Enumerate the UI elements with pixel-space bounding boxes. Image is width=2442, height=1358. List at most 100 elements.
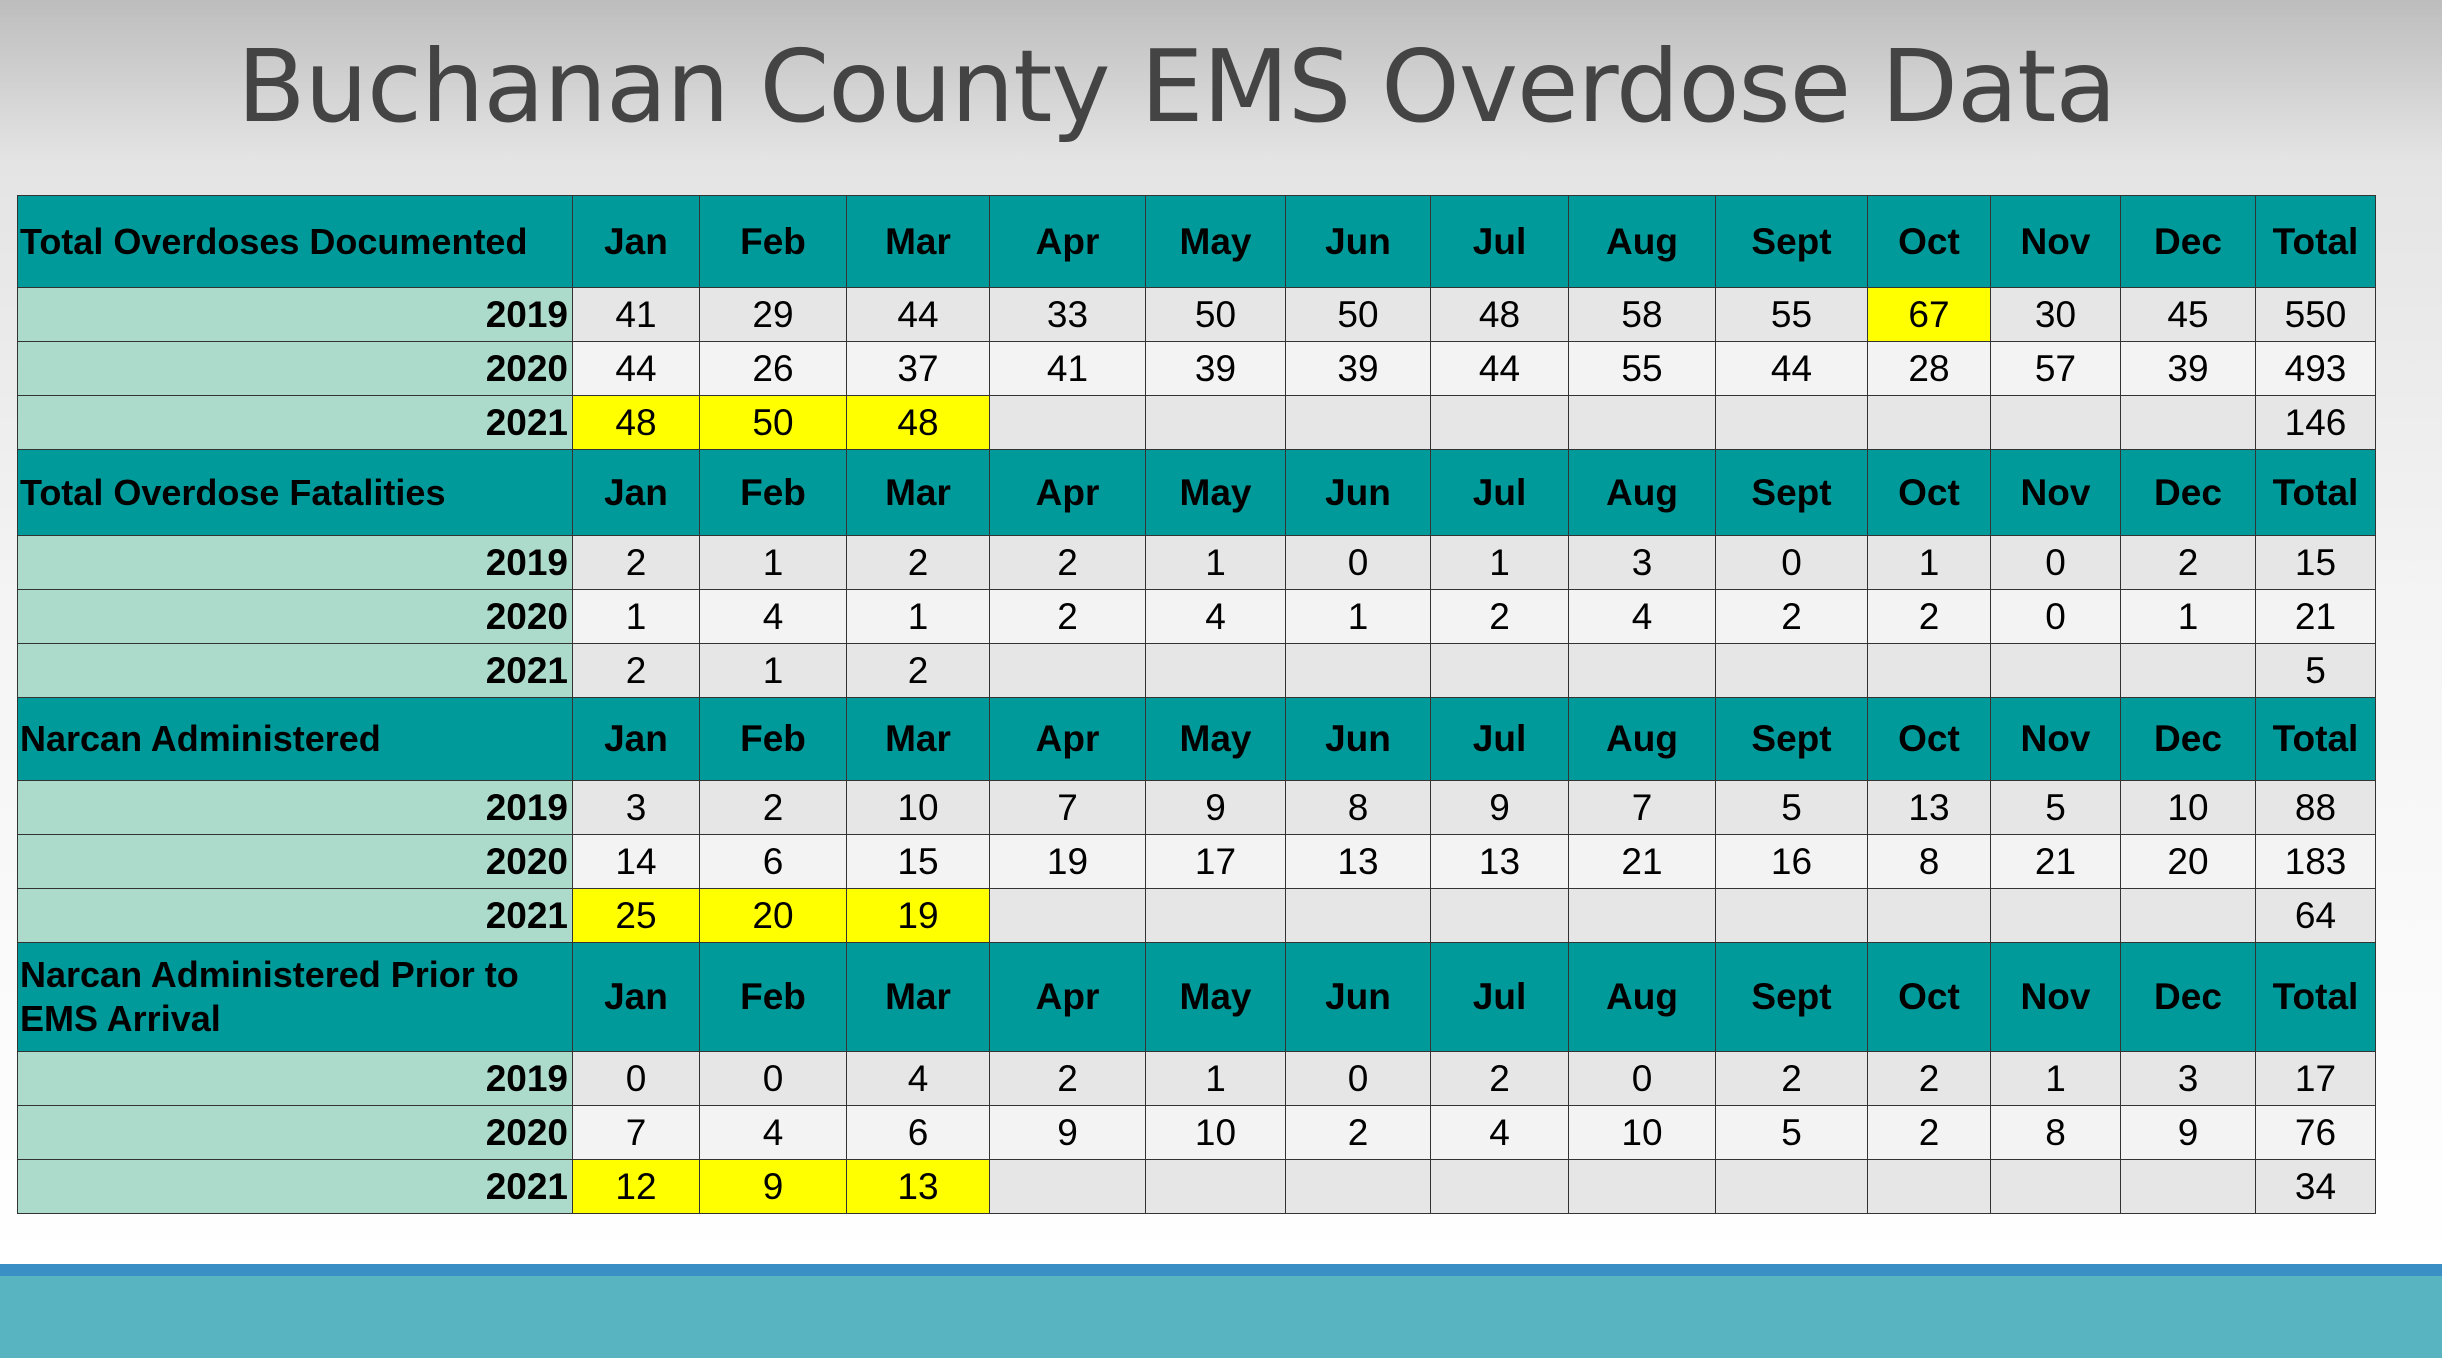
value-cell: 0 <box>1285 535 1431 590</box>
column-header: Dec <box>2120 449 2256 536</box>
section-label: Narcan Administered Prior to EMS Arrival <box>17 942 573 1052</box>
empty-cell <box>1568 395 1716 450</box>
value-cell: 9 <box>1430 780 1569 835</box>
value-cell: 2 <box>1715 1051 1868 1106</box>
empty-cell <box>1990 643 2121 698</box>
value-cell: 6 <box>846 1105 990 1160</box>
value-cell: 41 <box>989 341 1146 396</box>
value-cell: 39 <box>1145 341 1286 396</box>
footer-line <box>0 1264 2442 1276</box>
empty-cell <box>1145 395 1286 450</box>
value-cell: 0 <box>572 1051 700 1106</box>
year-cell: 2021 <box>17 1159 573 1214</box>
empty-cell <box>1990 888 2121 943</box>
empty-cell <box>1430 888 1569 943</box>
empty-cell <box>1285 1159 1431 1214</box>
year-cell: 2019 <box>17 535 573 590</box>
empty-cell <box>1430 1159 1569 1214</box>
column-header: Apr <box>989 697 1146 781</box>
column-header: Aug <box>1568 449 1716 536</box>
column-header: Jan <box>572 449 700 536</box>
value-cell: 17 <box>1145 834 1286 889</box>
section-header: Narcan Administered Prior to EMS Arrival… <box>17 942 2376 1052</box>
data-row: 2020 14 6 15 19 17 13 13 21 16 8 21 20 183 <box>17 834 2376 889</box>
column-header: Sept <box>1715 697 1868 781</box>
year-cell: 2019 <box>17 287 573 342</box>
column-header: Dec <box>2120 942 2256 1052</box>
value-cell: 1 <box>2120 589 2256 644</box>
slide-title: Buchanan County EMS Overdose Data <box>237 28 2117 145</box>
column-header: Oct <box>1867 942 1991 1052</box>
value-cell: 12 <box>572 1159 700 1214</box>
empty-cell <box>1867 888 1991 943</box>
column-header: Oct <box>1867 195 1991 288</box>
value-cell: 2 <box>1867 1105 1991 1160</box>
value-cell: 48 <box>572 395 700 450</box>
column-header: Sept <box>1715 942 1868 1052</box>
column-header: Jan <box>572 697 700 781</box>
empty-cell <box>1990 395 2121 450</box>
year-cell: 2019 <box>17 780 573 835</box>
empty-cell <box>989 643 1146 698</box>
year-cell: 2021 <box>17 395 573 450</box>
column-header: Mar <box>846 449 990 536</box>
column-header: Nov <box>1990 195 2121 288</box>
value-cell: 57 <box>1990 341 2121 396</box>
total-cell: 146 <box>2255 395 2376 450</box>
overdose-table: Total Overdoses Documented Jan Feb Mar Apr Ma… <box>17 195 2376 1214</box>
column-header: Aug <box>1568 942 1716 1052</box>
empty-cell <box>1430 643 1569 698</box>
column-header: Mar <box>846 697 990 781</box>
data-row: 2021 2 1 2 5 <box>17 643 2376 698</box>
column-header: Aug <box>1568 697 1716 781</box>
column-header: Apr <box>989 449 1146 536</box>
total-cell: 550 <box>2255 287 2376 342</box>
column-header: May <box>1145 697 1286 781</box>
value-cell: 10 <box>2120 780 2256 835</box>
value-cell: 16 <box>1715 834 1868 889</box>
column-header: Jul <box>1430 449 1569 536</box>
value-cell: 2 <box>1867 1051 1991 1106</box>
value-cell: 44 <box>1430 341 1569 396</box>
value-cell: 9 <box>699 1159 847 1214</box>
section-label: Narcan Administered <box>17 697 573 781</box>
empty-cell <box>989 1159 1146 1214</box>
value-cell: 9 <box>989 1105 1146 1160</box>
total-cell: 183 <box>2255 834 2376 889</box>
data-row: 2020 44 26 37 41 39 39 44 55 44 28 57 39 493 <box>17 341 2376 396</box>
column-header: Sept <box>1715 195 1868 288</box>
value-cell: 14 <box>572 834 700 889</box>
value-cell: 20 <box>699 888 847 943</box>
value-cell: 9 <box>1145 780 1286 835</box>
value-cell: 9 <box>2120 1105 2256 1160</box>
value-cell: 8 <box>1990 1105 2121 1160</box>
value-cell: 7 <box>1568 780 1716 835</box>
value-cell: 2 <box>1715 589 1868 644</box>
column-header: Feb <box>699 449 847 536</box>
value-cell: 2 <box>989 535 1146 590</box>
column-header: Total <box>2255 449 2376 536</box>
year-cell: 2020 <box>17 589 573 644</box>
value-cell: 55 <box>1715 287 1868 342</box>
value-cell: 2 <box>1867 589 1991 644</box>
column-header: Apr <box>989 195 1146 288</box>
value-cell: 26 <box>699 341 847 396</box>
column-header: Mar <box>846 942 990 1052</box>
data-row: 2020 7 4 6 9 10 2 4 10 5 2 8 9 76 <box>17 1105 2376 1160</box>
value-cell: 1 <box>1990 1051 2121 1106</box>
value-cell: 3 <box>2120 1051 2256 1106</box>
year-cell: 2020 <box>17 1105 573 1160</box>
column-header: Jan <box>572 942 700 1052</box>
value-cell: 67 <box>1867 287 1991 342</box>
value-cell: 5 <box>1715 780 1868 835</box>
empty-cell <box>1145 1159 1286 1214</box>
value-cell: 13 <box>1285 834 1431 889</box>
column-header: May <box>1145 942 1286 1052</box>
total-cell: 76 <box>2255 1105 2376 1160</box>
data-row: 2019 3 2 10 7 9 8 9 7 5 13 5 10 88 <box>17 780 2376 835</box>
value-cell: 0 <box>1568 1051 1716 1106</box>
empty-cell <box>1715 643 1868 698</box>
value-cell: 30 <box>1990 287 2121 342</box>
empty-cell <box>1867 395 1991 450</box>
